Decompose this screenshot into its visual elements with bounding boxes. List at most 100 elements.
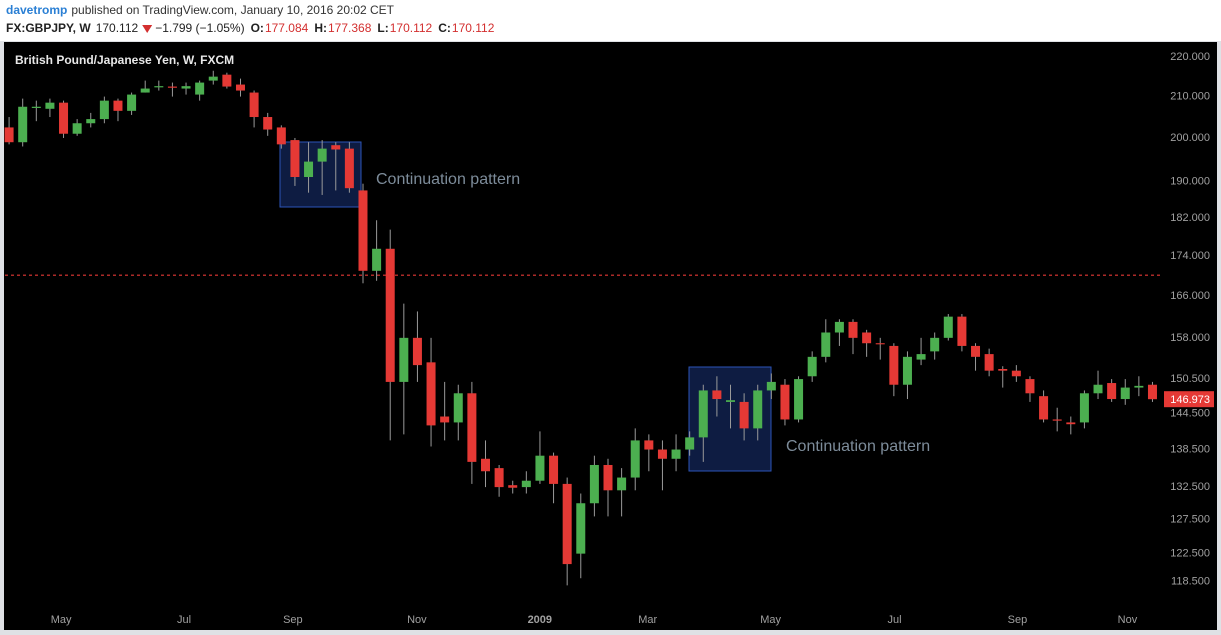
ohlc-label: H: [314,21,327,35]
x-tick-label: Sep [1008,614,1028,626]
down-arrow [142,25,153,33]
candle-body [167,86,177,88]
candle-body [426,362,436,426]
x-tick-label: Jul [887,614,901,626]
candle-body [1093,384,1103,394]
x-tick-label: Sep [283,614,303,626]
candle-body [957,316,967,346]
candle-body [848,321,858,338]
candle-body [971,345,981,357]
candle-body [304,161,314,178]
candle-body [140,88,150,93]
annotation: Continuation pattern [376,171,520,188]
x-tick-label: Mar [638,614,657,626]
candle-body [562,483,572,565]
last-price: 170.112 [96,21,139,35]
chart-title: British Pound/Japanese Yen, W, FXCM [15,53,234,67]
candle-body [440,416,450,423]
x-tick-label: May [51,614,72,626]
candle-body [195,82,205,95]
candle-body [453,393,463,423]
ohlc-label: L: [377,21,388,35]
candle-body [807,356,817,377]
candle-body [222,74,232,87]
candle-body [521,480,531,488]
x-tick-label: May [760,614,781,626]
candle-body [1052,419,1062,421]
candle-body [372,248,382,271]
candle-body [875,343,885,345]
candle-body [290,140,300,178]
candle-body [1011,370,1021,377]
candle-body [834,321,844,333]
candle-body [617,477,627,491]
plot-bg [4,42,1217,630]
candle-body [208,76,218,81]
candle-body [467,393,477,462]
candle-body [943,316,953,338]
ohlc-value: 177.084 [265,21,309,35]
published: published on TradingView.com, January 10… [71,3,394,17]
ohlc-label: C: [438,21,451,35]
candle-body [235,84,245,91]
candle-body [535,455,545,481]
ohlc-value: 177.368 [328,21,372,35]
candle-body [399,337,409,382]
candle-body [59,102,69,134]
y-tick-label: 166.000 [1170,290,1210,302]
y-tick-label: 220.000 [1170,51,1210,63]
candle-body [712,390,722,400]
candle-body [127,94,137,111]
y-tick-label: 200.000 [1170,132,1210,144]
y-tick-label: 144.500 [1170,407,1210,419]
y-tick-label: 190.000 [1170,175,1210,187]
candle-body [1079,393,1089,423]
candle-body [412,337,422,366]
candle-body [480,458,490,472]
y-tick-label: 127.500 [1170,514,1210,526]
candle-body [31,106,41,108]
y-tick-label: 122.500 [1170,548,1210,560]
header-bg [0,0,1221,41]
candle-body [344,148,354,189]
candle-body [753,390,763,429]
candle-body [1120,387,1130,400]
candle-body [4,127,14,143]
last-close-label: 146.973 [1170,394,1210,406]
candle-body [154,86,164,88]
y-tick-label: 182.000 [1170,212,1210,224]
change: −1.799 (−1.05%) [155,21,244,35]
candle-body [889,345,899,385]
candle-body [821,332,831,357]
candle-body [18,106,28,143]
candle-body [794,379,804,420]
y-tick-label: 210.000 [1170,90,1210,102]
candle-body [1066,422,1076,425]
candle-body [930,337,940,352]
candle-body [630,440,640,478]
candle-body [385,248,395,382]
candle-body [45,102,55,109]
candle-body [576,503,586,554]
candle-body [508,485,518,488]
candle-body [1039,396,1049,420]
candle-body [1025,379,1035,394]
candle-body [766,381,776,391]
candle-body [780,384,790,420]
y-tick-label: 138.500 [1170,443,1210,455]
candle-body [72,123,82,134]
x-tick-label: Nov [1118,614,1138,626]
candle-body [657,449,667,459]
ohlc-label: O: [251,21,264,35]
candle-body [698,390,708,438]
candle-body [1134,385,1144,388]
candle-body [358,190,368,271]
author: davetromp [6,3,67,17]
candle-body [549,455,559,484]
candle-body [739,401,749,429]
symbol: FX:GBPJPY, W [6,21,91,35]
annotation: Continuation pattern [786,438,930,455]
y-tick-label: 174.000 [1170,250,1210,262]
